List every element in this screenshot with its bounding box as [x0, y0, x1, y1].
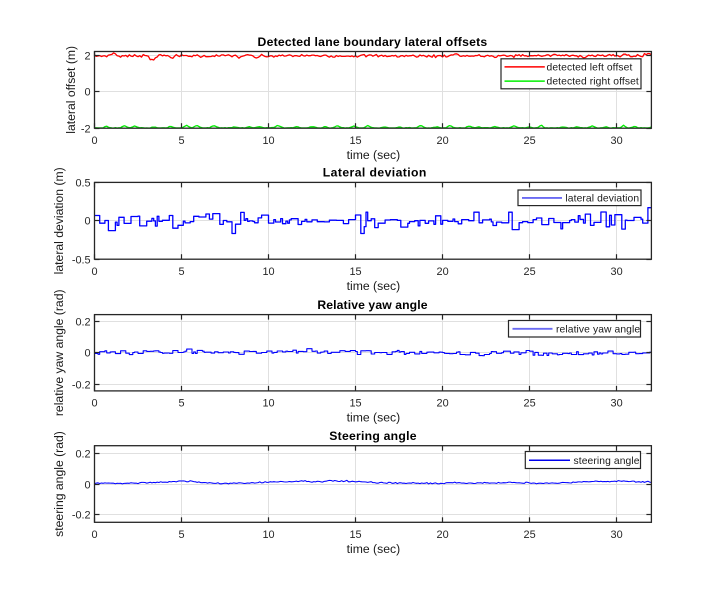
svg-text:Steering angle: Steering angle: [329, 429, 416, 443]
svg-text:5: 5: [178, 529, 184, 541]
svg-text:time (sec): time (sec): [347, 411, 401, 425]
svg-text:lateral deviation (m): lateral deviation (m): [52, 167, 66, 274]
svg-text:Relative yaw angle: Relative yaw angle: [317, 298, 427, 312]
svg-text:Detected lane boundary lateral: Detected lane boundary lateral offsets: [258, 35, 488, 49]
svg-text:20: 20: [437, 135, 449, 147]
svg-text:0: 0: [85, 215, 91, 227]
svg-text:0: 0: [91, 529, 97, 541]
svg-text:20: 20: [437, 398, 449, 410]
svg-text:time (sec): time (sec): [347, 542, 401, 556]
svg-text:relative yaw angle: relative yaw angle: [556, 324, 640, 335]
svg-text:time (sec): time (sec): [347, 148, 401, 162]
svg-text:0: 0: [85, 86, 91, 98]
svg-text:20: 20: [437, 529, 449, 541]
svg-text:25: 25: [524, 529, 536, 541]
svg-text:15: 15: [349, 135, 361, 147]
svg-text:30: 30: [611, 266, 623, 278]
svg-text:detected right offset: detected right offset: [547, 77, 639, 88]
svg-text:20: 20: [437, 266, 449, 278]
svg-text:15: 15: [349, 529, 361, 541]
svg-text:5: 5: [178, 266, 184, 278]
svg-text:0: 0: [85, 347, 91, 359]
svg-text:10: 10: [262, 266, 274, 278]
svg-text:5: 5: [178, 135, 184, 147]
svg-text:lateral deviation: lateral deviation: [565, 194, 639, 205]
svg-text:steering angle: steering angle: [574, 456, 640, 467]
svg-text:5: 5: [178, 398, 184, 410]
svg-text:30: 30: [611, 135, 623, 147]
svg-text:25: 25: [524, 266, 536, 278]
svg-text:0: 0: [91, 398, 97, 410]
svg-text:25: 25: [524, 135, 536, 147]
svg-text:25: 25: [524, 398, 536, 410]
svg-text:10: 10: [262, 135, 274, 147]
svg-text:10: 10: [262, 529, 274, 541]
svg-text:0.2: 0.2: [75, 316, 90, 328]
svg-text:2: 2: [85, 50, 91, 62]
svg-text:-0.2: -0.2: [72, 379, 91, 391]
svg-text:0.2: 0.2: [75, 448, 90, 460]
svg-text:time (sec): time (sec): [347, 279, 401, 293]
svg-text:10: 10: [262, 398, 274, 410]
svg-text:-0.5: -0.5: [72, 254, 91, 266]
svg-text:15: 15: [349, 398, 361, 410]
svg-text:0: 0: [85, 479, 91, 491]
svg-text:30: 30: [611, 529, 623, 541]
svg-text:detected left offset: detected left offset: [547, 63, 633, 74]
svg-text:0: 0: [91, 266, 97, 278]
svg-text:0.5: 0.5: [75, 177, 90, 189]
svg-text:15: 15: [349, 266, 361, 278]
svg-text:lateral offset (m): lateral offset (m): [64, 46, 78, 134]
svg-text:30: 30: [611, 398, 623, 410]
svg-text:0: 0: [91, 135, 97, 147]
svg-text:relative yaw angle (rad): relative yaw angle (rad): [52, 289, 66, 416]
svg-text:steering angle (rad): steering angle (rad): [52, 431, 66, 537]
svg-text:-0.2: -0.2: [72, 509, 91, 521]
svg-text:-2: -2: [81, 123, 91, 135]
svg-text:Lateral deviation: Lateral deviation: [323, 166, 427, 180]
